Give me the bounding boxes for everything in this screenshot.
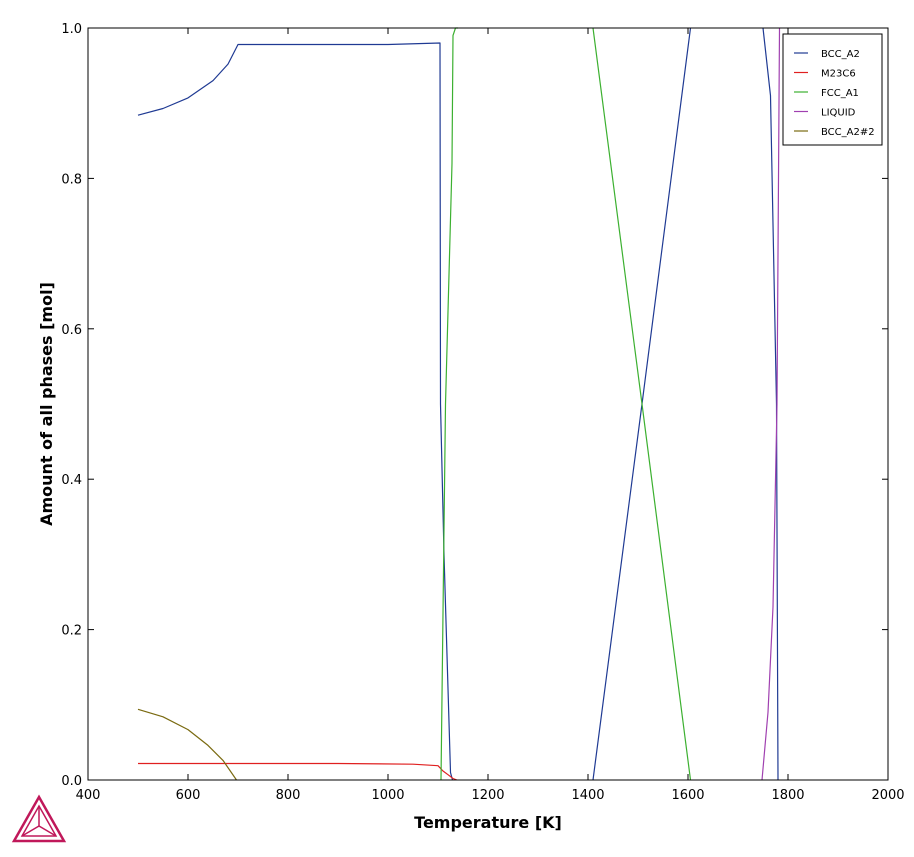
x-tick-label: 1000	[371, 788, 404, 803]
x-tick-label: 400	[76, 788, 101, 803]
logo-outer-triangle	[11, 794, 67, 843]
thermo-calc-logo	[11, 794, 67, 843]
plot-frame	[87, 27, 889, 781]
series-line-bcc-a2	[762, 27, 779, 781]
y-tick-label: 0.4	[61, 473, 82, 488]
legend-label-bcc-a2: BCC_A2	[821, 49, 860, 60]
y-tick-label: 0.6	[61, 323, 82, 338]
y-tick-labels: 0.0 0.2 0.4 0.6 0.8 1.0	[61, 22, 82, 789]
x-tick-label: 1400	[571, 788, 604, 803]
series-line-liquid	[761, 27, 781, 781]
y-tick-label: 0.2	[61, 624, 82, 639]
legend: BCC_A2 M23C6 FCC_A1 LIQUID BCC_A2#2	[782, 33, 883, 146]
legend-label-fcc-a1: FCC_A1	[821, 88, 859, 99]
series-line-m23c6	[138, 762, 458, 781]
y-tick-label: 0.0	[61, 774, 82, 789]
logo-line	[38, 825, 57, 837]
x-tick-label: 2000	[871, 788, 904, 803]
x-tick-label: 600	[176, 788, 201, 803]
x-tick-label: 1600	[671, 788, 704, 803]
series-line-fcc-a1	[592, 27, 692, 781]
y-tick-label: 0.8	[61, 172, 82, 187]
x-tick-label: 1800	[771, 788, 804, 803]
x-tick-label: 1200	[471, 788, 504, 803]
x-tick-label: 800	[276, 788, 301, 803]
legend-label-liquid: LIQUID	[821, 108, 856, 119]
y-tick-label: 1.0	[61, 22, 82, 37]
y-axis-title: Amount of all phases [mol]	[37, 282, 56, 526]
legend-label-m23c6: M23C6	[821, 69, 856, 80]
x-axis-title: Temperature [K]	[414, 813, 562, 832]
series-line-bcc-a2-2	[137, 708, 237, 781]
x-tick-labels: 400 600 800 1000 1200 1400 1600 1800 2000	[76, 788, 905, 803]
logo-inner-triangle	[20, 804, 58, 837]
legend-label-bcc-a2-2: BCC_A2#2	[821, 127, 875, 138]
series-layer	[137, 27, 781, 781]
logo-line	[21, 825, 40, 837]
